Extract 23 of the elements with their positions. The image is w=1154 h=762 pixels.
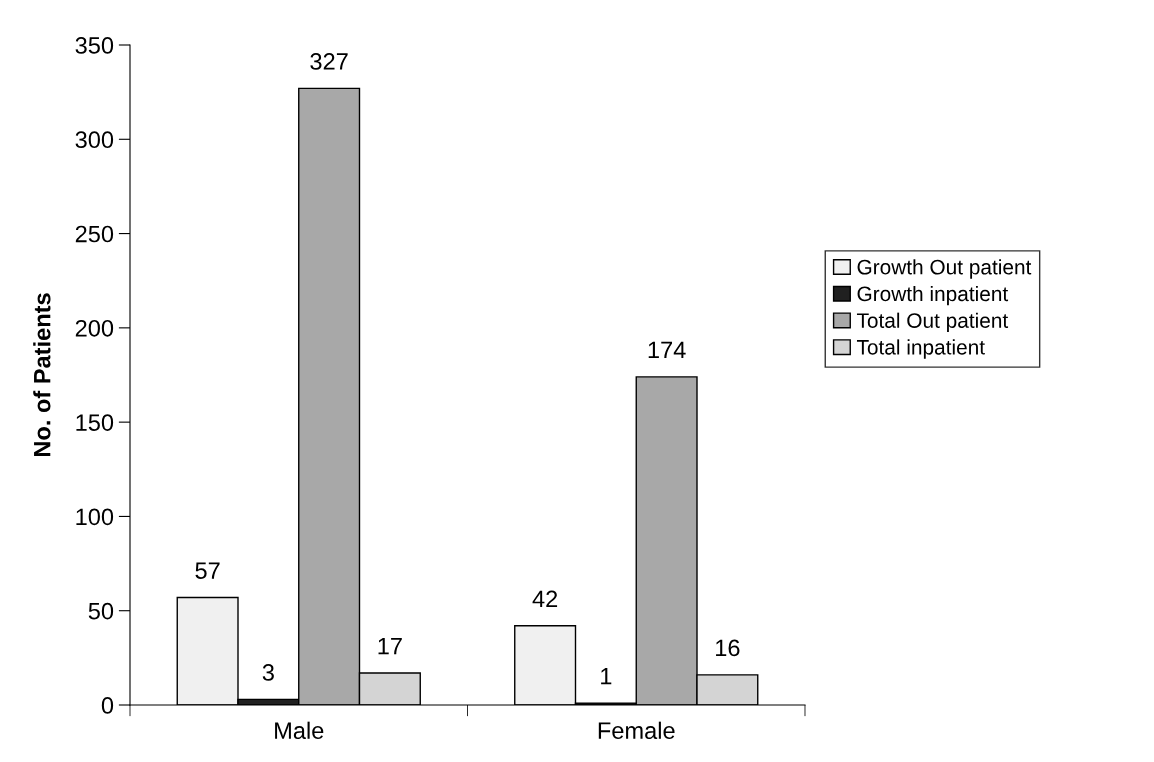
data-label: 327 — [310, 53, 348, 70]
legend-label: Growth Out patient — [857, 259, 1032, 279]
legend-label: Total inpatient — [856, 339, 985, 359]
x-tick-label: Male — [275, 721, 324, 740]
data-label: 42 — [532, 590, 558, 608]
data-label: 174 — [648, 341, 686, 359]
y-tick-label: 250 — [75, 225, 114, 243]
y-tick-label: 350 — [75, 37, 114, 54]
data-label: 57 — [195, 562, 220, 579]
data-label: 1 — [601, 668, 612, 685]
y-tick-label: 0 — [101, 697, 114, 714]
y-axis-title: No. of Patients — [33, 293, 51, 457]
y-tick-label: 50 — [88, 602, 114, 620]
y-tick-label: 100 — [76, 508, 114, 526]
data-label: 16 — [716, 639, 740, 657]
x-tick-label: Female — [598, 721, 675, 740]
data-label: 17 — [378, 637, 402, 655]
data-label: 3 — [262, 664, 274, 681]
legend-label: Total Out patient — [856, 312, 1009, 333]
y-tick-label: 300 — [75, 131, 114, 149]
y-tick-label: 150 — [76, 414, 114, 431]
y-tick-label: 200 — [75, 319, 114, 337]
legend-label: Growth inpatient — [857, 285, 1009, 306]
